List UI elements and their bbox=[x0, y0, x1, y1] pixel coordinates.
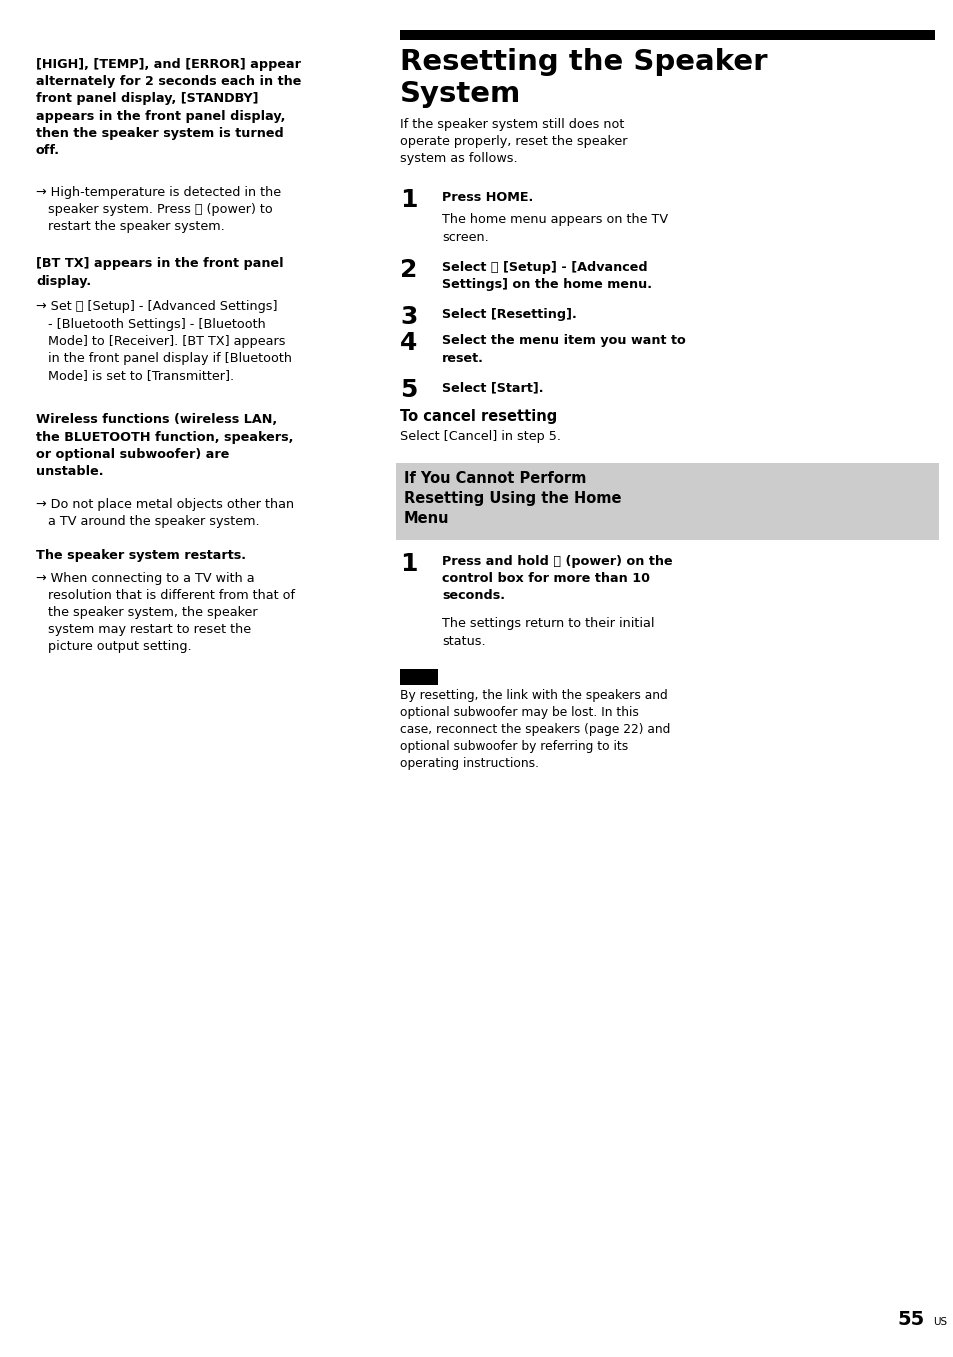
Text: → When connecting to a TV with a
   resolution that is different from that of
  : → When connecting to a TV with a resolut… bbox=[36, 571, 294, 653]
Text: Press HOME.: Press HOME. bbox=[441, 191, 533, 204]
Text: → High-temperature is detected in the
   speaker system. Press ⏻ (power) to
   r: → High-temperature is detected in the sp… bbox=[36, 186, 281, 233]
Bar bbox=[399, 669, 437, 684]
Text: By resetting, the link with the speakers and
optional subwoofer may be lost. In : By resetting, the link with the speakers… bbox=[399, 688, 670, 771]
Text: Select [Resetting].: Select [Resetting]. bbox=[441, 308, 577, 320]
Text: Select the menu item you want to
reset.: Select the menu item you want to reset. bbox=[441, 334, 685, 365]
Text: Wireless functions (wireless LAN,
the BLUETOOTH function, speakers,
or optional : Wireless functions (wireless LAN, the BL… bbox=[36, 414, 294, 478]
Text: [BT TX] appears in the front panel
display.: [BT TX] appears in the front panel displ… bbox=[36, 258, 283, 288]
Text: Note: Note bbox=[403, 670, 434, 681]
Text: 3: 3 bbox=[399, 305, 416, 328]
Bar bbox=[395, 463, 938, 540]
Text: 1: 1 bbox=[399, 551, 417, 575]
Text: The settings return to their initial
status.: The settings return to their initial sta… bbox=[441, 617, 654, 647]
Text: If the speaker system still does not
operate properly, reset the speaker
system : If the speaker system still does not ope… bbox=[399, 118, 627, 166]
Text: Select ⛳ [Setup] - [Advanced
Settings] on the home menu.: Select ⛳ [Setup] - [Advanced Settings] o… bbox=[441, 261, 651, 290]
Bar bbox=[399, 30, 934, 39]
Text: 55: 55 bbox=[897, 1310, 924, 1329]
Text: The speaker system restarts.: The speaker system restarts. bbox=[36, 550, 246, 562]
Text: [HIGH], [TEMP], and [ERROR] appear
alternately for 2 seconds each in the
front p: [HIGH], [TEMP], and [ERROR] appear alter… bbox=[36, 58, 301, 157]
Text: Resetting the Speaker
System: Resetting the Speaker System bbox=[399, 47, 767, 109]
Text: The home menu appears on the TV
screen.: The home menu appears on the TV screen. bbox=[441, 213, 667, 243]
Text: 1: 1 bbox=[399, 187, 417, 212]
Text: → Set ⛳ [Setup] - [Advanced Settings]
   - [Bluetooth Settings] - [Bluetooth
   : → Set ⛳ [Setup] - [Advanced Settings] - … bbox=[36, 300, 292, 383]
Text: US: US bbox=[932, 1318, 946, 1327]
Text: Select [Cancel] in step 5.: Select [Cancel] in step 5. bbox=[399, 430, 560, 442]
Text: 2: 2 bbox=[399, 258, 416, 281]
Text: Select [Start].: Select [Start]. bbox=[441, 381, 543, 395]
Text: If You Cannot Perform
Resetting Using the Home
Menu: If You Cannot Perform Resetting Using th… bbox=[403, 471, 620, 525]
Text: 5: 5 bbox=[399, 379, 416, 403]
Text: → Do not place metal objects other than
   a TV around the speaker system.: → Do not place metal objects other than … bbox=[36, 498, 294, 528]
Text: To cancel resetting: To cancel resetting bbox=[399, 408, 557, 425]
Text: 4: 4 bbox=[399, 331, 416, 356]
Text: Press and hold ⏻ (power) on the
control box for more than 10
seconds.: Press and hold ⏻ (power) on the control … bbox=[441, 555, 672, 603]
